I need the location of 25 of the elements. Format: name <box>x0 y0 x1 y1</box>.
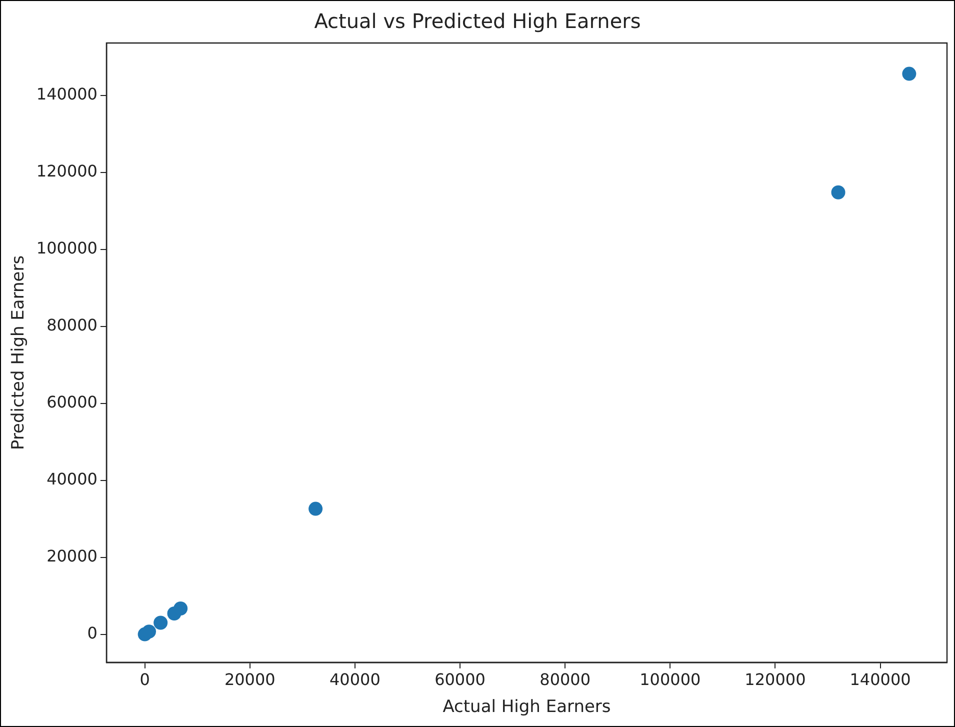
x-axis-title: Actual High Earners <box>442 697 611 718</box>
x-tick-label: 20000 <box>224 670 276 690</box>
y-tick-label: 80000 <box>46 315 98 334</box>
y-tick-label: 100000 <box>36 238 98 258</box>
x-tick-label: 40000 <box>330 670 380 690</box>
chart-title: Actual vs Predicted High Earners <box>314 9 641 34</box>
y-tick-label: 60000 <box>46 392 98 412</box>
point <box>174 602 188 616</box>
point <box>902 66 916 81</box>
point <box>831 185 846 200</box>
point <box>308 502 323 516</box>
point <box>142 624 156 639</box>
y-tick-label: 40000 <box>46 469 98 488</box>
y-tick-label: 0 <box>87 623 98 642</box>
y-tick-label: 120000 <box>36 162 98 181</box>
x-tick-label: 100000 <box>640 670 701 690</box>
y-tick-label: 140000 <box>36 84 98 104</box>
y-axis-title: Predicted High Earners <box>8 255 29 450</box>
x-tick-label: 60000 <box>434 670 486 690</box>
x-tick-label: 0 <box>140 670 150 690</box>
point <box>154 616 168 630</box>
x-tick-label: 140000 <box>850 670 911 690</box>
x-tick-label: 120000 <box>744 670 806 690</box>
x-tick-label: 80000 <box>540 670 591 690</box>
y-tick-label: 20000 <box>46 546 98 566</box>
